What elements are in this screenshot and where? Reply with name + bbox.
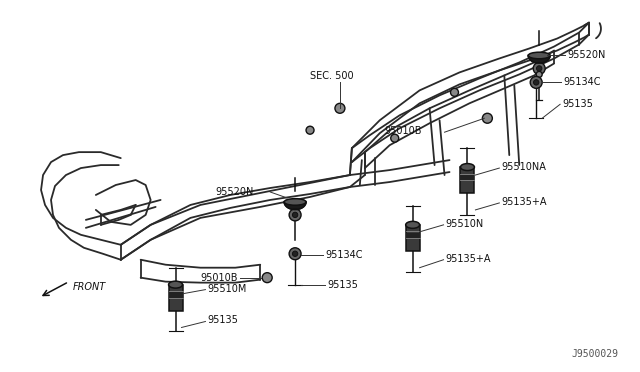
Circle shape <box>289 248 301 260</box>
Bar <box>168 285 182 311</box>
Circle shape <box>292 212 298 218</box>
Ellipse shape <box>460 164 474 170</box>
Text: 95510M: 95510M <box>207 283 247 294</box>
Ellipse shape <box>406 221 420 228</box>
Text: 95134C: 95134C <box>325 250 362 260</box>
Circle shape <box>483 113 492 123</box>
Circle shape <box>262 273 272 283</box>
Text: 95520N: 95520N <box>567 51 605 61</box>
Bar <box>406 232 420 238</box>
Circle shape <box>306 126 314 134</box>
Bar <box>168 292 182 298</box>
Ellipse shape <box>284 199 306 205</box>
Text: 95135: 95135 <box>207 315 238 326</box>
Text: SEC. 500: SEC. 500 <box>310 71 354 81</box>
Text: J9500029: J9500029 <box>572 349 619 359</box>
Circle shape <box>533 62 545 74</box>
Text: 95010B: 95010B <box>385 126 422 136</box>
Bar <box>460 175 474 180</box>
Bar <box>406 225 420 251</box>
Circle shape <box>536 66 542 71</box>
Text: 95135: 95135 <box>327 280 358 290</box>
Polygon shape <box>284 202 306 209</box>
Text: 95520N: 95520N <box>216 187 254 197</box>
Polygon shape <box>528 55 550 63</box>
Circle shape <box>530 76 542 89</box>
Circle shape <box>335 103 345 113</box>
Text: 95510N: 95510N <box>445 219 484 229</box>
Circle shape <box>451 89 458 96</box>
Circle shape <box>534 80 539 85</box>
Text: FRONT: FRONT <box>73 282 106 292</box>
Text: 95510NA: 95510NA <box>501 162 546 172</box>
Circle shape <box>289 209 301 221</box>
Circle shape <box>391 134 399 142</box>
Circle shape <box>536 71 542 77</box>
Bar <box>460 167 474 193</box>
Text: 95135: 95135 <box>562 99 593 109</box>
Ellipse shape <box>528 52 550 59</box>
Ellipse shape <box>168 281 182 288</box>
Circle shape <box>292 251 298 256</box>
Text: 95135+A: 95135+A <box>445 254 491 264</box>
Text: 95135+A: 95135+A <box>501 197 547 207</box>
Text: 95134C: 95134C <box>563 77 600 87</box>
Text: 95010B: 95010B <box>200 273 238 283</box>
